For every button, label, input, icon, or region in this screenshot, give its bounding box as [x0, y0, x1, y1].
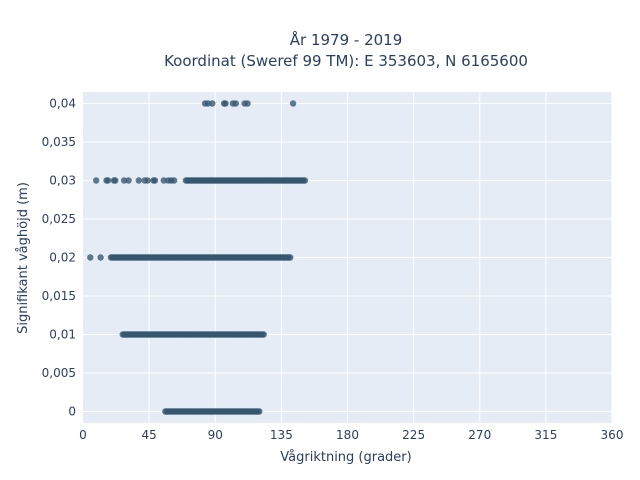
- y-tick-label: 0,04: [49, 97, 76, 111]
- data-point: [144, 177, 151, 184]
- y-tick-label: 0,015: [42, 289, 76, 303]
- data-point: [135, 177, 142, 184]
- y-tick-label: 0,03: [49, 174, 76, 188]
- data-point: [260, 331, 267, 338]
- data-point: [120, 177, 128, 184]
- data-point: [232, 100, 239, 107]
- data-point: [204, 100, 212, 107]
- x-tick-label: 270: [468, 428, 491, 442]
- data-point: [160, 177, 167, 184]
- x-tick-label: 0: [79, 428, 87, 442]
- chart-title: År 1979 - 2019: [290, 30, 403, 49]
- x-tick-label: 45: [141, 428, 156, 442]
- x-tick-label: 135: [270, 428, 293, 442]
- data-point: [301, 177, 309, 184]
- data-point: [209, 100, 216, 107]
- x-tick-label: 360: [601, 428, 624, 442]
- y-tick-label: 0: [68, 404, 76, 418]
- y-tick-label: 0,035: [42, 135, 76, 149]
- data-point: [87, 254, 94, 261]
- chart-subtitle: Koordinat (Sweref 99 TM): E 353603, N 61…: [164, 52, 528, 70]
- data-point: [104, 177, 112, 184]
- x-tick-label: 180: [336, 428, 359, 442]
- data-point: [289, 100, 297, 107]
- y-tick-label: 0,025: [42, 212, 76, 226]
- data-point: [244, 100, 251, 107]
- x-axis-title: Vågriktning (grader): [280, 450, 411, 465]
- data-point: [222, 100, 229, 107]
- y-tick-label: 0,01: [49, 327, 76, 341]
- x-tick-label: 90: [208, 428, 223, 442]
- x-tick-labels: 0 45 90 135 180 225 270 315 360: [79, 428, 623, 442]
- y-tick-labels: 0 0,005 0,01 0,015 0,02 0,025 0,03 0,035 0,04: [42, 97, 76, 419]
- data-point: [151, 177, 159, 184]
- data-point: [112, 177, 119, 184]
- data-point: [125, 177, 132, 184]
- data-point: [93, 177, 100, 184]
- data-point: [256, 408, 263, 415]
- x-tick-label: 225: [402, 428, 425, 442]
- data-point: [287, 254, 294, 261]
- data-point: [119, 331, 126, 338]
- y-tick-label: 0,02: [49, 251, 76, 265]
- x-tick-label: 315: [534, 428, 557, 442]
- data-points: [87, 100, 309, 415]
- y-tick-label: 0,005: [42, 366, 76, 380]
- y-axis-title: Signifikant våghöjd (m): [16, 182, 31, 334]
- data-point: [97, 254, 104, 261]
- data-point: [170, 177, 178, 184]
